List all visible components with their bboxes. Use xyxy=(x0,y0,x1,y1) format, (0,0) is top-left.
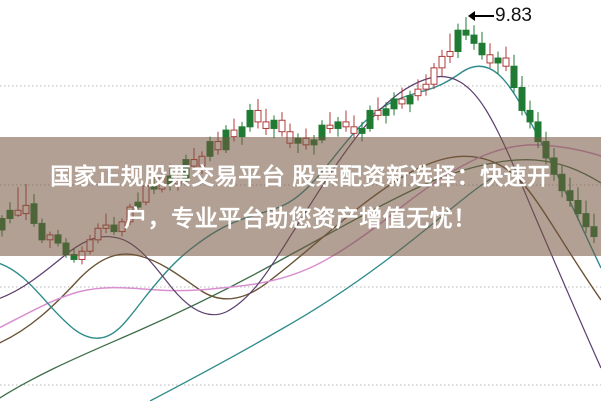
candle-body xyxy=(358,127,366,134)
candle-body xyxy=(326,124,334,129)
candle-body xyxy=(246,109,254,128)
candle-body xyxy=(486,54,494,64)
candle-body xyxy=(334,121,342,129)
candle-body xyxy=(478,42,486,56)
candle-body xyxy=(254,109,262,123)
candle-body xyxy=(430,67,438,85)
candle-body xyxy=(350,126,358,134)
candle-body xyxy=(494,57,502,64)
candle-body xyxy=(366,109,374,129)
candle-body xyxy=(262,121,270,129)
candle-body xyxy=(278,119,286,133)
candle-body xyxy=(462,29,470,36)
candle-body xyxy=(518,87,526,111)
candle-body xyxy=(454,29,462,52)
candle-body xyxy=(502,57,510,67)
candle-body xyxy=(390,98,398,110)
candle-body xyxy=(382,108,390,116)
candle-body xyxy=(406,95,414,105)
candle-body xyxy=(438,55,446,69)
candle-body xyxy=(230,129,238,138)
promo-text-line-1: 国家正规股票交易平台 股票配资新选择：快速开 xyxy=(50,162,551,189)
candle-body xyxy=(526,109,534,123)
candle-body xyxy=(270,119,278,129)
promo-text-line-2: 户，专业平台助您资产增值无忧！ xyxy=(124,204,477,231)
candle-body xyxy=(398,98,406,105)
candle-body xyxy=(510,65,518,89)
candle-body xyxy=(446,50,454,57)
candle-body xyxy=(238,126,246,138)
candle-body xyxy=(422,83,430,90)
candle-body xyxy=(470,34,478,44)
candle-body xyxy=(374,109,382,116)
candle-body xyxy=(342,121,350,128)
candle-body xyxy=(414,88,422,97)
promo-banner: 国家正规股票交易平台 股票配资新选择：快速开 户，专业平台助您资产增值无忧！ xyxy=(0,137,601,256)
